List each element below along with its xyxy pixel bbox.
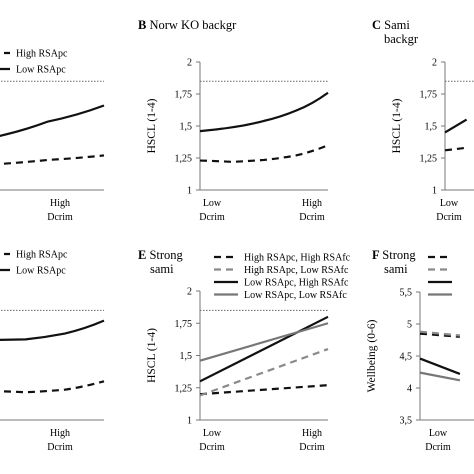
x-tick-label: High [50,428,70,439]
series-line-1 [199,144,329,163]
panel-b: 1 1,25 1,5 1,75 2 HSCL (1-4) Low Dcrim High Dcrim… [138,18,329,223]
panel-letter: E [138,248,149,262]
x-tick-label: Dcrim [436,212,462,223]
panel-title: B Norw KO backgr [138,18,237,32]
panel-title: E Strong [138,248,184,262]
y-tick-label: 2 [187,287,192,298]
y-tick-label: 1,75 [175,90,193,101]
series-line-1 [0,154,105,166]
panel-title-line2: sami [384,262,408,276]
panel-title-text: Strong [382,248,416,262]
y-tick-label: 1,5 [180,122,193,133]
panel-title: F Strong [372,248,416,262]
panel-c: 1 1,25 1,5 1,75 2 HSCL (1-4) Low Dcrim C Samibac… [372,18,474,223]
y-tick-label: 4,5 [400,352,413,363]
x-tick-label: Low [429,428,448,439]
y-tick-label: 1,25 [175,383,193,394]
y-axis-label: HSCL (1-4) [391,98,403,153]
y-tick-label: 1 [187,416,192,427]
series-line-4 [199,322,329,362]
series-line-1 [199,384,329,396]
series-line-2 [444,118,468,134]
series-line-3 [419,357,461,375]
y-tick-label: 1 [432,186,437,197]
y-tick-label: 2 [432,58,437,69]
x-tick-label: High [302,198,322,209]
x-tick-label: Dcrim [199,212,225,223]
series-line-3 [199,315,329,383]
x-tick-label: Dcrim [47,212,73,223]
y-tick-label: 2 [187,58,192,69]
series-line-2 [419,330,461,337]
y-axis-label: HSCL (1-4) [146,98,158,153]
y-tick-label: 1,75 [420,90,438,101]
panel-e: 1 1,25 1,5 1,75 2 HSCL (1-4) Low Dcrim High Dcrim… [138,248,351,453]
x-tick-label: Low [440,198,459,209]
x-tick-label: Low [203,428,222,439]
legend-label: Low RSApc [16,65,66,76]
x-tick-label: Low [203,198,222,209]
series-line-1 [444,146,467,152]
legend-label: Low RSApc [16,266,66,277]
x-tick-label: Dcrim [299,442,325,453]
series-line-1 [419,332,460,338]
series-line-1 [0,380,105,394]
panel-title: C Sami [372,18,410,32]
panel-title-line2: backgr [384,32,419,46]
x-tick-label: Dcrim [47,442,73,453]
y-tick-label: 5,5 [400,288,413,299]
y-axis-label: HSCL (1-4) [146,328,158,383]
y-tick-label: 1,5 [180,351,193,362]
series-line-2 [0,319,105,342]
panel-letter: C [372,18,384,32]
legend-label: High RSApc [16,49,68,60]
panel-title-text: Sami [384,18,410,32]
panel-letter: B [138,18,149,32]
series-line-2 [199,348,329,397]
legend-label: High RSApc [16,250,68,261]
legend-label: Low RSApc, High RSAfc [244,278,349,289]
panel-title-text: Strong [149,248,183,262]
panel-f: 3,5 4 4,5 5 5,5 Wellbeing (0-6) Low Dcrim F Stro… [366,248,474,453]
y-tick-label: 4 [407,384,412,395]
y-tick-label: 1,5 [425,122,438,133]
series-line-2 [199,91,329,133]
y-tick-label: 5 [407,320,412,331]
y-tick-label: 1,75 [175,319,193,330]
x-tick-label: High [50,198,70,209]
series-line-2 [0,104,105,137]
x-tick-label: High [302,428,322,439]
y-tick-label: 3,5 [400,416,413,427]
panel-a: High Dcrim High RSApc Low RSApc [0,49,105,223]
panel-title-text: Norw KO backgr [149,18,237,32]
panel-title-line2: sami [150,262,174,276]
legend-label: High RSApc, Low RSAfc [244,265,349,276]
y-tick-label: 1 [187,186,192,197]
y-tick-label: 1,25 [175,154,193,165]
x-tick-label: Dcrim [425,442,451,453]
panel-letter: F [372,248,382,262]
legend-label: High RSApc, High RSAfc [244,253,351,264]
legend-label: Low RSApc, Low RSAfc [244,290,347,301]
y-tick-label: 1,25 [420,154,438,165]
x-tick-label: Dcrim [199,442,225,453]
series-line-4 [419,371,461,382]
x-tick-label: Dcrim [299,212,325,223]
y-axis-label: Wellbeing (0-6) [366,319,378,392]
